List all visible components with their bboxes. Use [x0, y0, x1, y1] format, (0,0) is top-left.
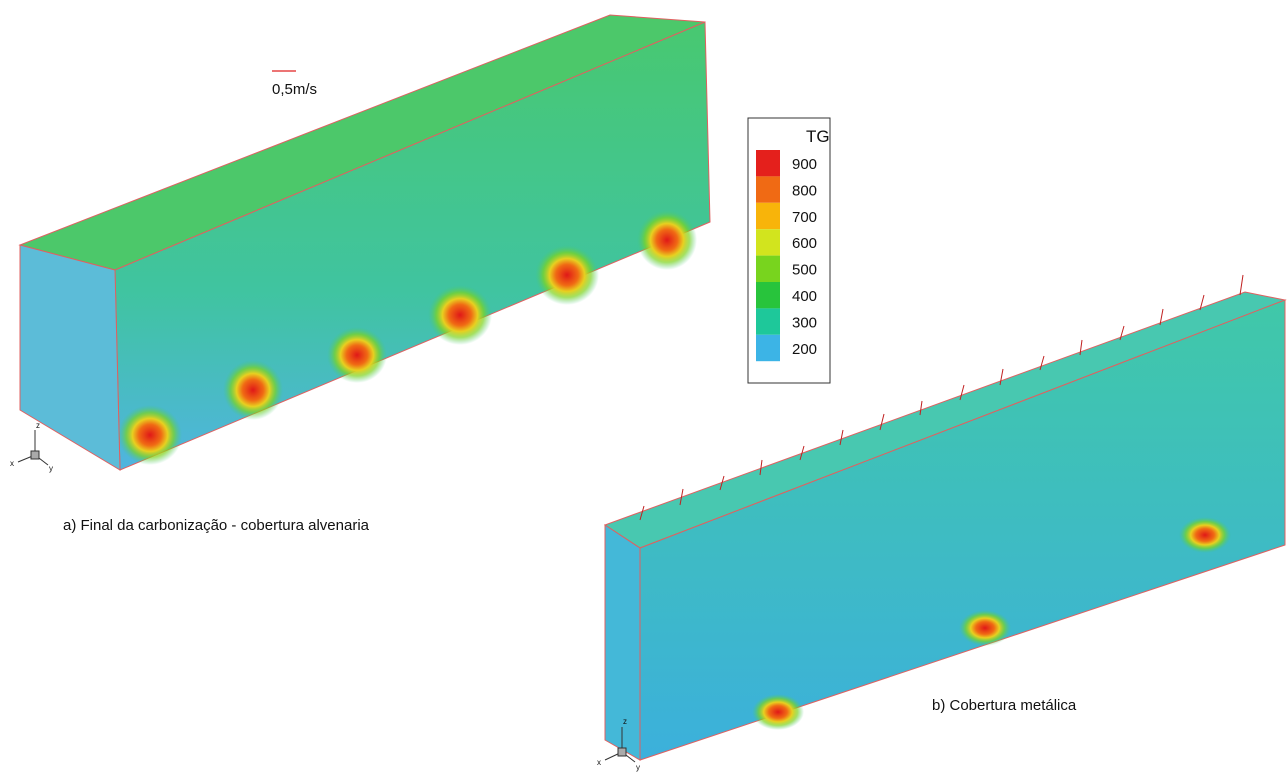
legend-label: 400 [792, 288, 817, 305]
legend-label: 300 [792, 314, 817, 331]
panel-a: 0,5m/s z x y a) Final da carbonização - … [10, 15, 710, 534]
legend-swatch [756, 256, 780, 282]
legend-swatch [756, 150, 780, 176]
legend-label: 800 [792, 182, 817, 199]
legend-title: TG [806, 127, 830, 146]
legend-swatch [756, 308, 780, 334]
legend-swatch [756, 203, 780, 229]
legend: TG 900 800 700 600 500 400 300 200 [748, 118, 830, 383]
triad-z: z [36, 421, 40, 430]
triad-z: z [623, 717, 627, 726]
legend-label: 700 [792, 209, 817, 226]
legend-label: 200 [792, 341, 817, 358]
legend-label: 600 [792, 235, 817, 252]
triad-y: y [49, 464, 53, 473]
legend-swatch [756, 229, 780, 255]
legend-label: 900 [792, 156, 817, 173]
triad-x: x [597, 758, 601, 767]
triad [18, 430, 48, 465]
legend-swatch [756, 335, 780, 361]
triad-y: y [636, 763, 640, 772]
legend-swatch [756, 176, 780, 202]
legend-label: 500 [792, 262, 817, 279]
caption-b: b) Cobertura metálica [932, 697, 1077, 714]
front-face [115, 22, 710, 470]
triad-x: x [10, 459, 14, 468]
figure: 0,5m/s z x y a) Final da carbonização - … [0, 0, 1287, 774]
vector-scale: 0,5m/s [272, 81, 317, 98]
legend-swatch [756, 282, 780, 308]
caption-a: a) Final da carbonização - cobertura alv… [63, 517, 370, 534]
panel-b: z x y b) Cobertura metálica [597, 275, 1285, 772]
